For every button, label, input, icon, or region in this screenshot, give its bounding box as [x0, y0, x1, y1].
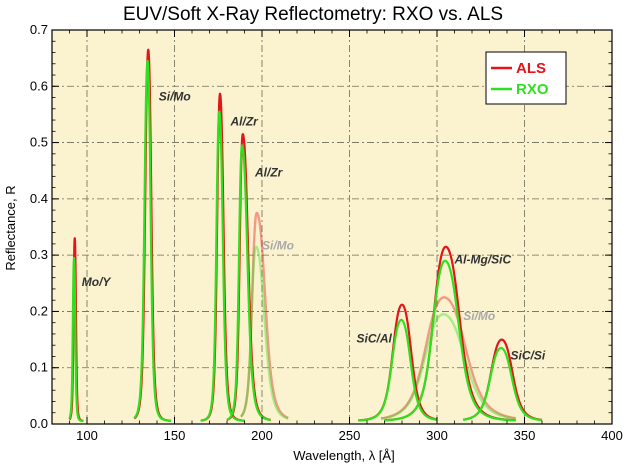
peak-annotations: Mo/Y Si/Mo Al/Zr Al/Zr Si/Mo SiC/Al Al-Mg/SiC S…: [82, 89, 546, 362]
x-tick-label: 200: [251, 428, 273, 443]
peak-label-1: Si/Mo: [159, 89, 191, 103]
legend-label-rxo: RXO: [516, 81, 549, 98]
rxo-curve-peak-8: [462, 346, 543, 422]
y-axis-label: Reflectance, R: [3, 185, 18, 270]
y-tick-label: 0.7: [30, 22, 48, 37]
x-tick-label: 250: [339, 428, 361, 443]
chart-title: EUV/Soft X-Ray Reflectometry: RXO vs. AL…: [123, 4, 503, 25]
rxo-curve-peak-0: [68, 256, 85, 423]
als-curve-peak-4: [240, 211, 290, 420]
peak-label-0: Mo/Y: [82, 275, 112, 289]
rxo-curve-peak-5: [357, 318, 438, 422]
peak-label-3: Al/Zr: [254, 165, 284, 179]
peak-label-5: SiC/Al: [357, 331, 393, 345]
peak-label-8: SiC/Si: [511, 348, 546, 362]
peak-label-4: Si/Mo: [262, 239, 294, 253]
peak-label-6: Al-Mg/SiC: [454, 253, 512, 267]
y-tick-label: 0.6: [30, 78, 48, 93]
x-tick-label: 150: [164, 428, 186, 443]
rxo-curve-peak-7: [380, 313, 517, 420]
y-tick-label: 0.4: [30, 191, 48, 206]
x-tick-label: 350: [514, 428, 536, 443]
rxo-curve-peak-1: [133, 59, 172, 422]
rxo-curve-peak-3: [226, 144, 272, 422]
rxo-curve-peak-4: [240, 245, 290, 420]
axis-ticks: 100 150 200 250 300 350 400 0.0 0.1 0.2 0.3 0.4 0.5 0…: [30, 22, 623, 443]
y-tick-label: 0.2: [30, 303, 48, 318]
legend-box: [485, 51, 567, 105]
y-tick-label: 0.1: [30, 360, 48, 375]
y-tick-label: 0.5: [30, 135, 48, 150]
peak-label-7: Si/Mo: [463, 309, 495, 323]
als-curve-peak-7: [380, 296, 517, 420]
rxo-curve-peak-6: [384, 259, 517, 422]
y-tick-label: 0.0: [30, 416, 48, 431]
rxo-curve-peak-2: [199, 110, 246, 422]
curves: [68, 48, 543, 423]
x-axis-label: Wavelength, λ [Å]: [293, 448, 394, 463]
x-tick-label: 100: [76, 428, 98, 443]
peak-label-2: Al/Zr: [230, 115, 260, 129]
faded-curves: [240, 211, 517, 420]
y-tick-label: 0.3: [30, 247, 48, 262]
x-tick-label: 400: [601, 428, 623, 443]
x-tick-label: 300: [426, 428, 448, 443]
legend: ALS RXO: [485, 51, 567, 105]
legend-label-als: ALS: [516, 60, 546, 77]
